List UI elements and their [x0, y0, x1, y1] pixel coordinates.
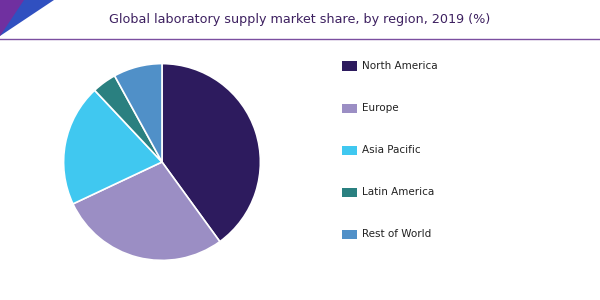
Bar — [342, 103, 357, 112]
Text: Europe: Europe — [362, 103, 398, 113]
Wedge shape — [64, 90, 162, 204]
Text: Global laboratory supply market share, by region, 2019 (%): Global laboratory supply market share, b… — [109, 13, 491, 26]
Polygon shape — [0, 0, 24, 36]
Wedge shape — [162, 64, 260, 242]
Text: Asia Pacific: Asia Pacific — [362, 145, 421, 155]
Bar — [342, 61, 357, 70]
Wedge shape — [95, 76, 162, 162]
Wedge shape — [73, 162, 220, 260]
Text: Rest of World: Rest of World — [362, 229, 431, 239]
Wedge shape — [115, 64, 162, 162]
Polygon shape — [0, 0, 54, 36]
Text: Latin America: Latin America — [362, 187, 434, 197]
Bar — [342, 230, 357, 238]
Bar — [342, 146, 357, 154]
Text: North America: North America — [362, 61, 437, 71]
Bar — [342, 188, 357, 196]
